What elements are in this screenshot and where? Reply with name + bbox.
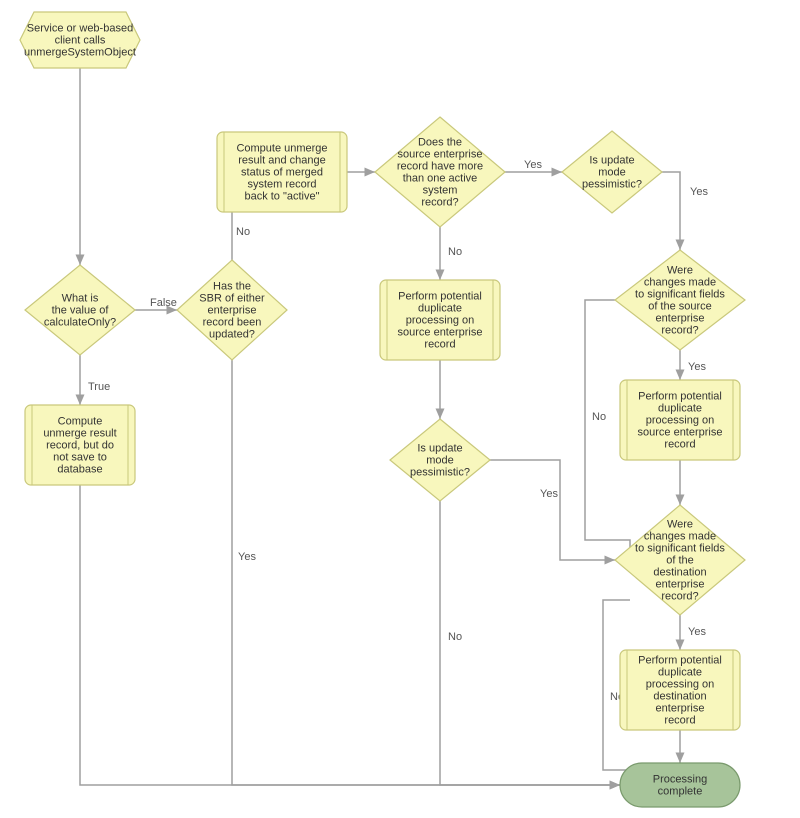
node-d_multi: Does thesource enterpriserecord have mor… — [375, 117, 505, 227]
node-text: source enterprise — [398, 327, 483, 339]
node-text: record been — [203, 317, 262, 329]
node-text: result and change — [238, 155, 325, 167]
nodes-group: Service or web-basedclient callsunmergeS… — [20, 12, 745, 807]
node-text: duplicate — [658, 667, 702, 679]
edge-label: Yes — [690, 186, 708, 198]
node-text: changes made — [644, 277, 716, 289]
node-text: back to "active" — [244, 191, 319, 203]
flowchart-canvas: TrueFalseNoYesNoYesYesYesYesNoNoNoYesSer… — [0, 0, 800, 818]
node-text: Is update — [417, 443, 462, 455]
node-d_sig2: Werechanges madeto significant fieldsof … — [615, 505, 745, 615]
node-text: record — [664, 715, 695, 727]
edge-label: Yes — [688, 361, 706, 373]
node-text: Perform potential — [638, 655, 722, 667]
node-text: Compute — [58, 416, 103, 428]
node-end: Processingcomplete — [620, 763, 740, 807]
node-text: Service or web-based — [27, 23, 133, 35]
node-text: updated? — [209, 329, 255, 341]
node-p_nosave: Computeunmerge resultrecord, but donot s… — [25, 405, 135, 485]
node-start: Service or web-basedclient callsunmergeS… — [20, 12, 140, 68]
edge-label: False — [150, 297, 177, 309]
node-text: record? — [421, 197, 458, 209]
node-text: enterprise — [656, 313, 705, 325]
edge-label: No — [236, 226, 250, 238]
node-text: SBR of either — [199, 293, 265, 305]
node-text: record? — [661, 591, 698, 603]
node-text: Has the — [213, 281, 251, 293]
node-text: record — [424, 339, 455, 351]
node-text: enterprise — [656, 703, 705, 715]
node-text: mode — [426, 455, 454, 467]
node-text: destination — [653, 567, 706, 579]
node-text: client calls — [55, 35, 106, 47]
node-text: Does the — [418, 137, 462, 149]
edge-label: No — [448, 246, 462, 258]
node-d_sig1: Werechanges madeto significant fieldsof … — [615, 250, 745, 350]
node-text: duplicate — [418, 303, 462, 315]
node-text: processing on — [646, 415, 715, 427]
node-text: calculateOnly? — [44, 317, 116, 329]
edge-label: Yes — [524, 159, 542, 171]
node-text: record — [664, 439, 695, 451]
node-text: Compute unmerge — [236, 143, 327, 155]
edge-label: Yes — [238, 551, 256, 563]
node-text: processing on — [646, 679, 715, 691]
edge — [80, 485, 620, 785]
node-text: Perform potential — [638, 391, 722, 403]
node-d_pess2: Is updatemodepessimistic? — [390, 419, 490, 501]
edge — [232, 360, 620, 785]
node-text: pessimistic? — [410, 467, 470, 479]
node-text: changes made — [644, 531, 716, 543]
node-text: complete — [658, 786, 703, 798]
node-text: enterprise — [208, 305, 257, 317]
edge-label: Yes — [540, 488, 558, 500]
node-text: pessimistic? — [582, 179, 642, 191]
edge-label: Yes — [688, 626, 706, 638]
edge — [440, 501, 620, 785]
edge-label: True — [88, 381, 110, 393]
node-text: source enterprise — [398, 149, 483, 161]
node-text: Processing — [653, 774, 707, 786]
node-text: not save to — [53, 452, 107, 464]
node-text: system — [423, 185, 458, 197]
node-p_dup3: Perform potentialduplicateprocessing ond… — [620, 650, 740, 730]
node-text: duplicate — [658, 403, 702, 415]
edge — [490, 460, 615, 560]
node-text: source enterprise — [638, 427, 723, 439]
node-text: Were — [667, 519, 693, 531]
node-text: destination — [653, 691, 706, 703]
node-d_sbr: Has theSBR of eitherenterpriserecord bee… — [177, 260, 287, 360]
node-text: What is — [62, 293, 99, 305]
node-text: to significant fields — [635, 543, 725, 555]
node-text: processing on — [406, 315, 475, 327]
edge — [662, 172, 680, 250]
node-text: Is update — [589, 155, 634, 167]
node-text: database — [57, 464, 102, 476]
node-text: status of merged — [241, 167, 323, 179]
node-text: record have more — [397, 161, 483, 173]
node-p_active: Compute unmergeresult and changestatus o… — [217, 132, 347, 212]
node-text: record, but do — [46, 440, 114, 452]
node-text: unmerge result — [43, 428, 116, 440]
node-d_pess1: Is updatemodepessimistic? — [562, 131, 662, 213]
node-p_dup1: Perform potentialduplicateprocessing ons… — [380, 280, 500, 360]
node-text: of the — [666, 555, 694, 567]
node-text: mode — [598, 167, 626, 179]
node-text: Perform potential — [398, 291, 482, 303]
edge-label: No — [592, 411, 606, 423]
node-text: of the source — [648, 301, 712, 313]
node-text: unmergeSystemObject — [24, 47, 136, 59]
node-text: the value of — [52, 305, 110, 317]
node-text: to significant fields — [635, 289, 725, 301]
node-d_calc: What isthe value ofcalculateOnly? — [25, 265, 135, 355]
node-text: than one active — [403, 173, 478, 185]
node-text: system record — [247, 179, 316, 191]
node-text: record? — [661, 325, 698, 337]
node-text: enterprise — [656, 579, 705, 591]
node-p_dup2: Perform potentialduplicateprocessing ons… — [620, 380, 740, 460]
node-text: Were — [667, 265, 693, 277]
edge-label: No — [448, 631, 462, 643]
